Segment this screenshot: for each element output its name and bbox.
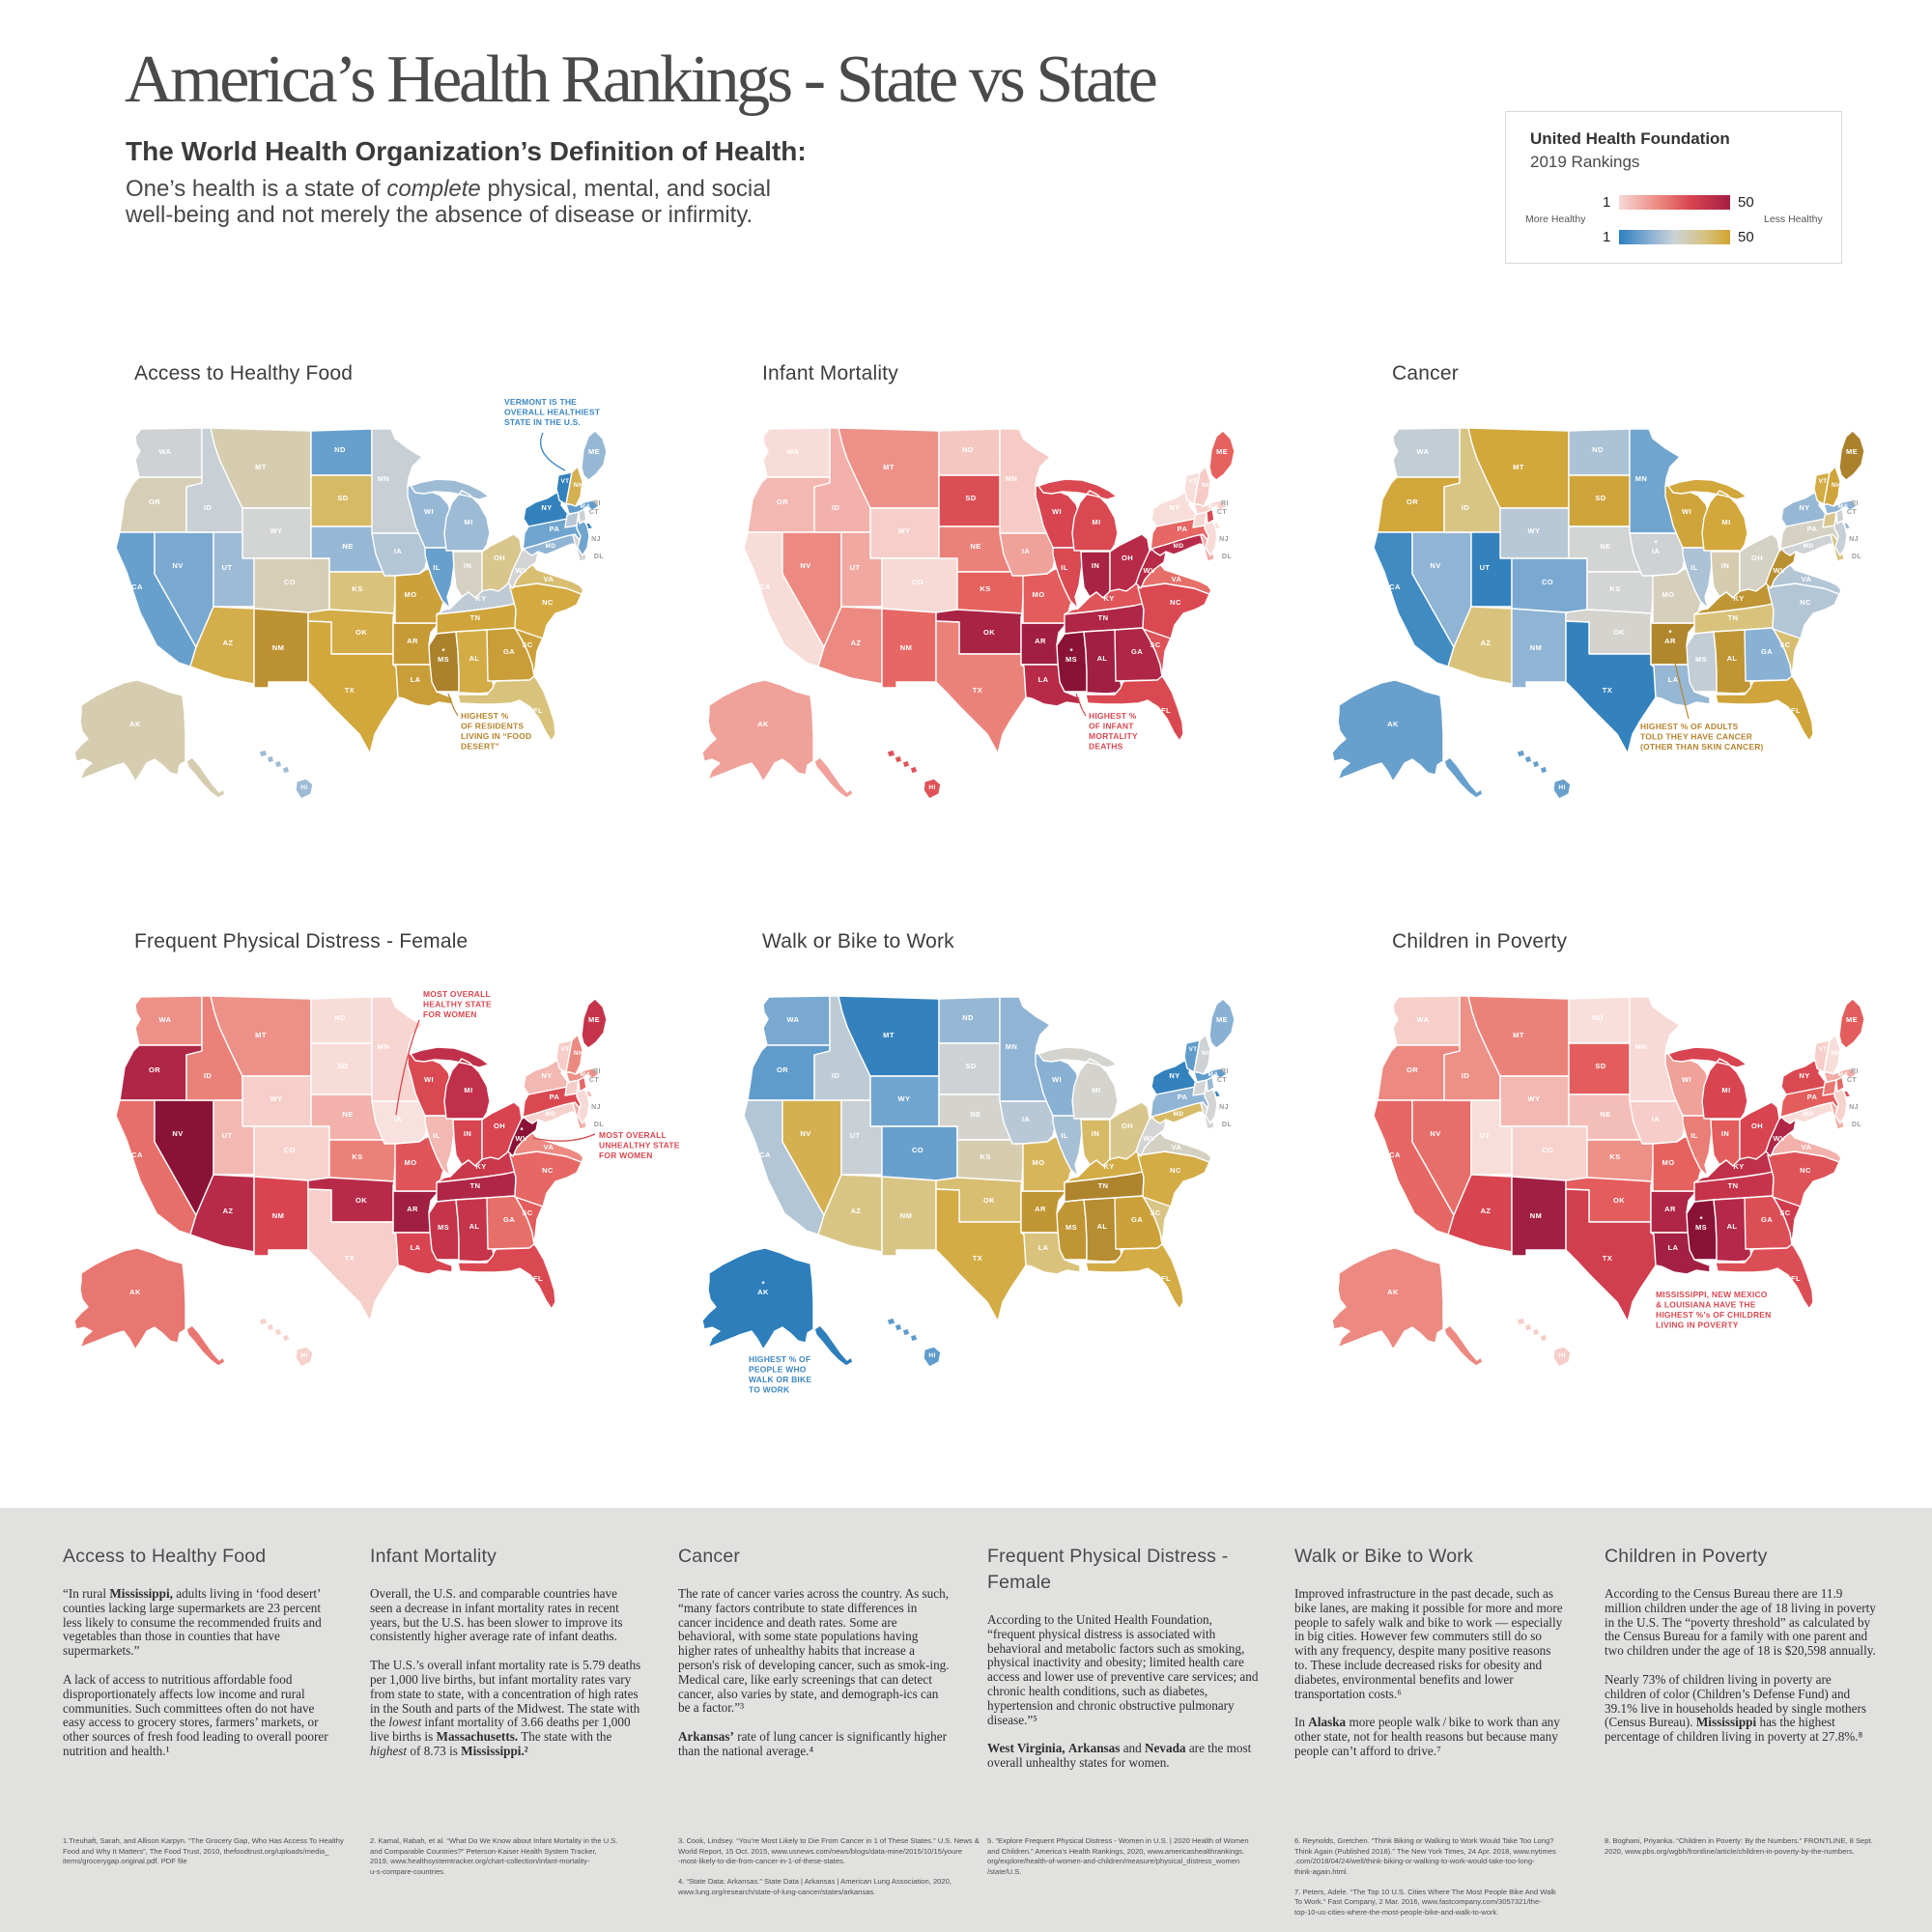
svg-text:DL: DL (1852, 1122, 1861, 1128)
svg-text:NJ: NJ (1219, 1104, 1229, 1111)
svg-text:Access to Healthy Food: Access to Healthy Food (134, 362, 353, 384)
svg-text:Frequent Physical Distress - F: Frequent Physical Distress - Female (134, 930, 468, 952)
svg-text:NJ: NJ (591, 1104, 601, 1111)
svg-text:NJ: NJ (1219, 536, 1229, 543)
svg-text:NJ: NJ (591, 536, 601, 543)
svg-text:NJ: NJ (1849, 536, 1859, 543)
svg-text:Walk or Bike to Work: Walk or Bike to Work (762, 930, 954, 952)
svg-text:DL: DL (1852, 554, 1861, 560)
svg-text:Infant Mortality: Infant Mortality (762, 362, 898, 384)
svg-text:MISSISSIPPI, NEW MEXICO& LOUIS: MISSISSIPPI, NEW MEXICO & LOUISIANA HAVE … (1656, 1290, 1772, 1330)
svg-text:DL: DL (594, 554, 604, 560)
svg-text:NJ: NJ (1849, 1104, 1859, 1111)
svg-text:Children in Poverty: Children in Poverty (1392, 930, 1568, 952)
svg-text:DL: DL (1222, 1122, 1232, 1128)
svg-text:DL: DL (1222, 554, 1232, 560)
svg-text:DL: DL (594, 1122, 604, 1128)
svg-text:Cancer: Cancer (1392, 362, 1459, 384)
